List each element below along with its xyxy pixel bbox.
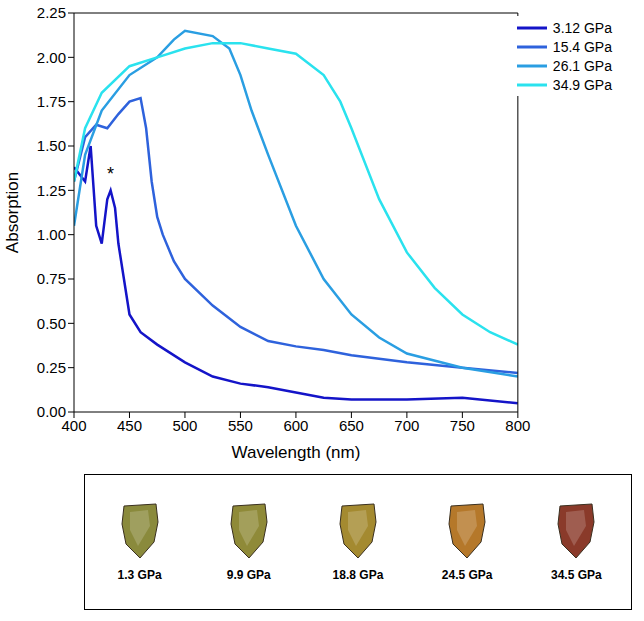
svg-text:1.00: 1.00 xyxy=(37,226,66,243)
svg-text:*: * xyxy=(107,164,114,184)
svg-text:1.25: 1.25 xyxy=(37,182,66,199)
svg-text:0.00: 0.00 xyxy=(37,403,66,420)
svg-text:1.75: 1.75 xyxy=(37,93,66,110)
svg-text:750: 750 xyxy=(450,417,475,434)
html-text:26.1 GPa: 26.1 GPa xyxy=(552,57,612,74)
html-text:3.12 GPa: 3.12 GPa xyxy=(552,19,612,36)
svg-text:0.50: 0.50 xyxy=(37,315,66,332)
html-text:34.5 GPa: 34.5 GPa xyxy=(551,568,602,582)
html-text:24.5 GPa: 24.5 GPa xyxy=(441,568,493,582)
html-text:15.4 GPa: 15.4 GPa xyxy=(552,38,612,55)
svg-text:2.00: 2.00 xyxy=(37,49,66,66)
svg-text:550: 550 xyxy=(228,417,253,434)
svg-text:650: 650 xyxy=(339,417,364,434)
svg-text:Wavelength (nm): Wavelength (nm) xyxy=(232,443,361,462)
html-text:9.9 GPa: 9.9 GPa xyxy=(226,568,271,582)
svg-text:800: 800 xyxy=(505,417,530,434)
svg-text:600: 600 xyxy=(283,417,308,434)
svg-text:400: 400 xyxy=(61,416,87,434)
svg-text:0.25: 0.25 xyxy=(37,359,66,376)
svg-text:Absorption: Absorption xyxy=(3,172,22,253)
html-text:34.9 GPa: 34.9 GPa xyxy=(552,76,612,93)
svg-text:2.25: 2.25 xyxy=(37,4,66,21)
svg-text:700: 700 xyxy=(394,417,419,434)
svg-text:500: 500 xyxy=(172,417,197,434)
svg-text:0.75: 0.75 xyxy=(37,270,66,287)
html-text:1.3 GPa: 1.3 GPa xyxy=(117,568,162,582)
html-text:18.8 GPa: 18.8 GPa xyxy=(332,568,384,582)
svg-text:1.50: 1.50 xyxy=(37,137,66,154)
svg-text:450: 450 xyxy=(117,417,142,434)
